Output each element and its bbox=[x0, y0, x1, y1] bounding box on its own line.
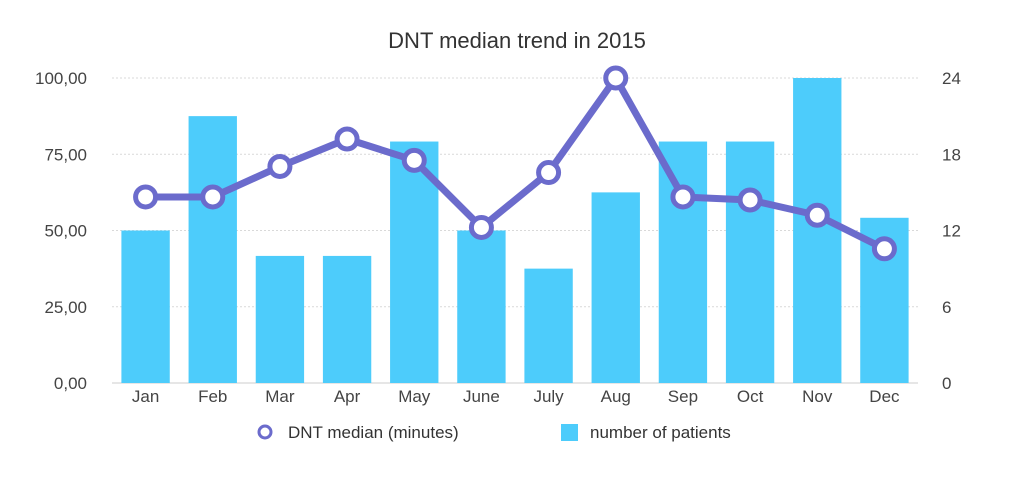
right-y-tick-label: 24 bbox=[942, 69, 961, 88]
bar bbox=[793, 78, 842, 383]
legend: DNT median (minutes) number of patients bbox=[257, 423, 731, 442]
left-y-tick-label: 75,00 bbox=[44, 145, 87, 164]
line-point bbox=[536, 160, 562, 186]
legend-label: number of patients bbox=[590, 423, 731, 442]
bar bbox=[725, 141, 775, 383]
legend-line-marker bbox=[257, 424, 273, 440]
x-tick-label: May bbox=[398, 387, 431, 406]
left-y-tick-label: 100,00 bbox=[35, 69, 87, 88]
bar bbox=[658, 141, 708, 383]
x-axis: Jan Feb Mar Apr May June July Aug Sep Oct Nov Dec bbox=[132, 387, 900, 406]
x-tick-label: July bbox=[533, 387, 564, 406]
bar bbox=[121, 230, 170, 383]
x-tick-label: Feb bbox=[198, 387, 227, 406]
bar bbox=[524, 268, 573, 383]
line-point bbox=[670, 184, 696, 210]
line-point bbox=[603, 65, 629, 91]
line-point bbox=[468, 214, 494, 240]
grid bbox=[112, 77, 918, 384]
right-y-axis: 0 6 12 18 24 bbox=[942, 69, 961, 393]
line-point bbox=[133, 184, 159, 210]
x-tick-label: Dec bbox=[869, 387, 900, 406]
x-tick-label: Jan bbox=[132, 387, 159, 406]
legend-item-bar: number of patients bbox=[561, 423, 731, 442]
legend-label: DNT median (minutes) bbox=[288, 423, 459, 442]
x-tick-label: Aug bbox=[601, 387, 631, 406]
x-tick-label: Oct bbox=[737, 387, 764, 406]
x-tick-label: June bbox=[463, 387, 500, 406]
chart-title: DNT median trend in 2015 bbox=[388, 28, 646, 53]
left-y-tick-label: 50,00 bbox=[44, 222, 87, 241]
bar bbox=[457, 230, 506, 383]
left-y-tick-label: 25,00 bbox=[44, 298, 87, 317]
bar bbox=[591, 192, 640, 383]
bar bbox=[322, 255, 372, 383]
x-tick-label: Sep bbox=[668, 387, 698, 406]
bar bbox=[390, 141, 439, 383]
right-y-tick-label: 12 bbox=[942, 222, 961, 241]
right-y-tick-label: 6 bbox=[942, 298, 951, 317]
x-tick-label: Mar bbox=[265, 387, 295, 406]
line-point bbox=[200, 184, 226, 210]
x-tick-label: Nov bbox=[802, 387, 833, 406]
line-point bbox=[804, 202, 830, 228]
line-point bbox=[737, 187, 763, 213]
legend-item-line: DNT median (minutes) bbox=[257, 423, 459, 442]
line-series bbox=[133, 65, 897, 262]
line-point bbox=[334, 126, 360, 152]
line-point bbox=[401, 147, 427, 173]
left-y-axis: 0,00 25,00 50,00 75,00 100,00 bbox=[35, 69, 87, 393]
legend-bar-swatch bbox=[561, 424, 578, 441]
line-point bbox=[871, 236, 897, 262]
bar bbox=[188, 116, 237, 383]
line-point bbox=[267, 153, 293, 179]
x-tick-label: Apr bbox=[334, 387, 361, 406]
left-y-tick-label: 0,00 bbox=[54, 374, 87, 393]
bar bbox=[255, 255, 305, 383]
right-y-tick-label: 0 bbox=[942, 374, 951, 393]
right-y-tick-label: 18 bbox=[942, 145, 961, 164]
bar-series bbox=[121, 78, 909, 383]
